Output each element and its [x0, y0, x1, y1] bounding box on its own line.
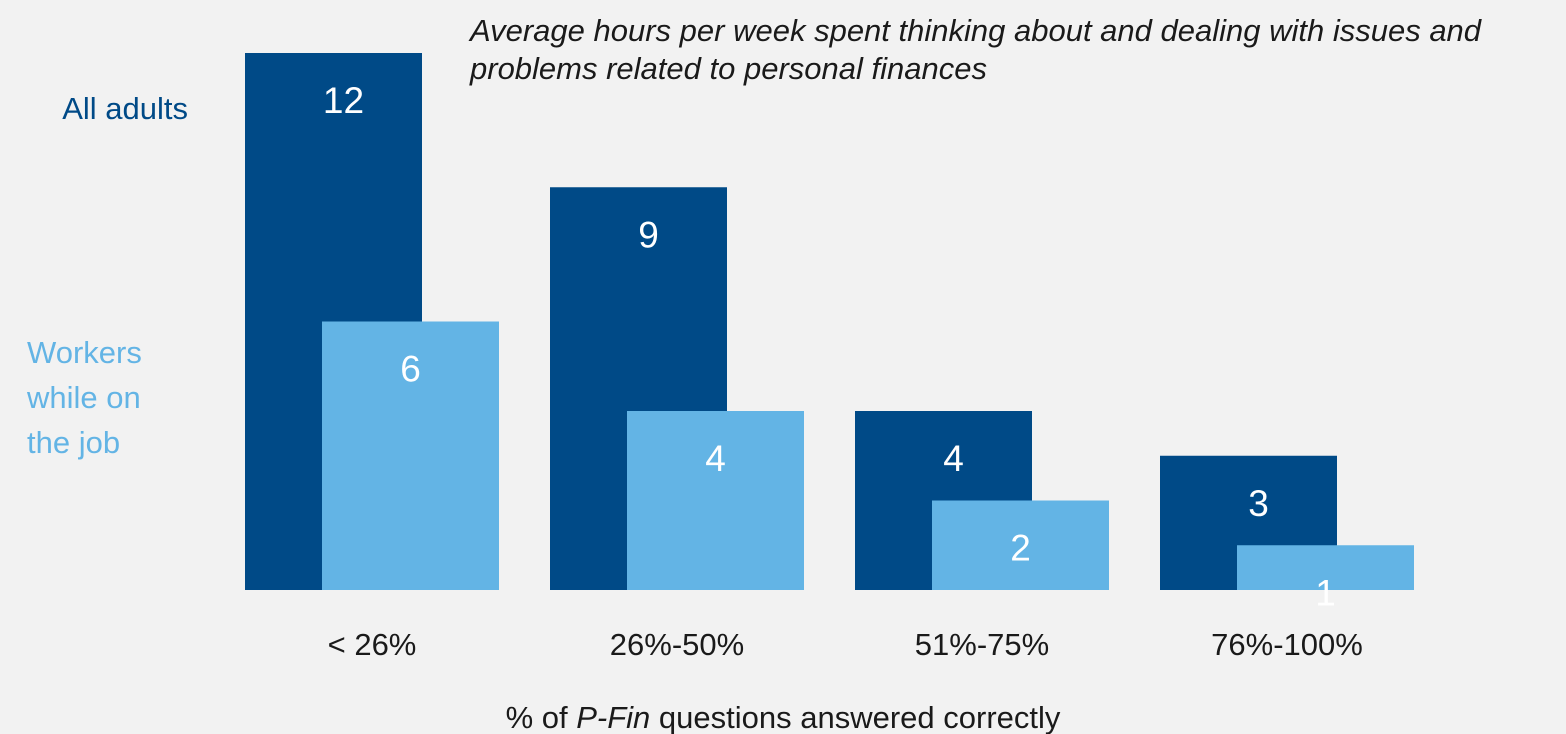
x-label-part: % of: [506, 700, 577, 734]
data-label: 1: [1315, 572, 1336, 613]
x-axis-label: % of P-Fin questions answered correctly: [506, 700, 1061, 734]
x-label-part: questions answered correctly: [650, 700, 1061, 734]
x-tick-label: 51%-75%: [915, 627, 1049, 662]
x-tick-label: < 26%: [328, 627, 417, 662]
x-label-part: P-Fin: [576, 700, 650, 734]
chart-title: Average hours per week spent thinking ab…: [470, 13, 1482, 86]
legend-entry: Workers while on the job: [27, 335, 142, 460]
bar: [322, 321, 499, 590]
data-label: 4: [943, 438, 964, 479]
data-label: 3: [1248, 483, 1269, 524]
x-tick-label: 76%-100%: [1211, 627, 1363, 662]
bar: [627, 411, 804, 590]
data-label: 9: [638, 214, 659, 255]
data-label: 2: [1010, 528, 1031, 569]
x-tick-label: 26%-50%: [610, 627, 744, 662]
bar: [932, 500, 1109, 590]
data-label: 4: [705, 438, 726, 479]
data-label: 12: [323, 80, 364, 121]
bar: [1237, 545, 1414, 590]
data-label: 6: [400, 349, 421, 390]
legend-entry: All adults: [62, 91, 188, 126]
